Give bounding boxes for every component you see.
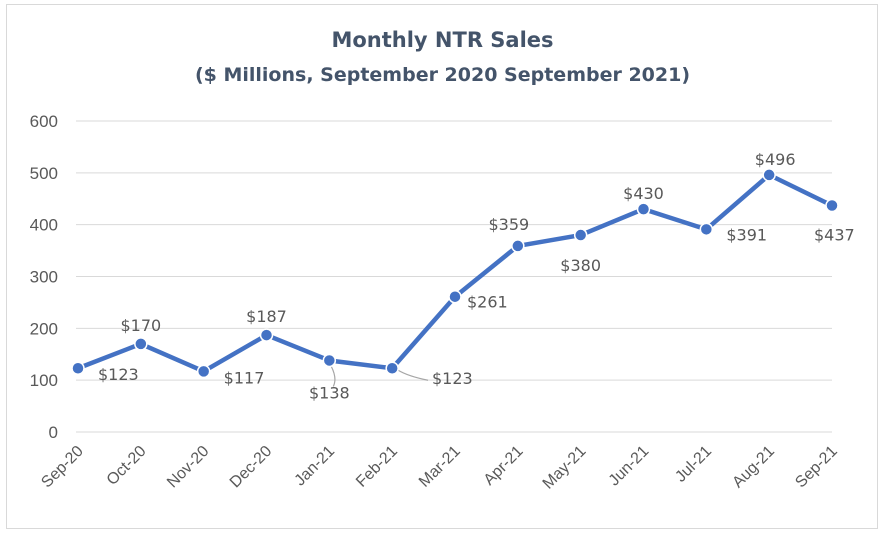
- x-tick-label: Sep-20: [38, 443, 87, 492]
- data-point: [573, 228, 588, 242]
- chart-subtitle: ($ Millions, September 2020 September 20…: [194, 64, 691, 86]
- x-tick-label: Oct-20: [104, 443, 150, 489]
- x-tick-label: May-21: [540, 443, 590, 493]
- data-label: $138: [309, 383, 350, 402]
- chart-frame: [6, 4, 878, 529]
- y-tick-label: 200: [30, 319, 58, 338]
- data-points: [71, 168, 839, 379]
- y-axis-ticks: 0 100 200 300 400 500 600: [30, 112, 58, 442]
- x-tick-label: Apr-21: [481, 443, 527, 489]
- data-point: [699, 222, 714, 237]
- data-point: [71, 361, 85, 375]
- data-label: $187: [246, 307, 287, 326]
- y-tick-label: 0: [49, 423, 58, 442]
- leader-lines: [330, 366, 429, 387]
- data-label: $170: [120, 316, 161, 335]
- data-label: $437: [814, 225, 855, 244]
- series-path: [75, 172, 835, 374]
- y-tick-label: 100: [30, 371, 58, 390]
- x-tick-label: Sep-21: [792, 443, 841, 492]
- chart-title: Monthly NTR Sales: [331, 28, 554, 52]
- x-tick-label: Aug-21: [729, 443, 778, 492]
- data-label: $430: [623, 184, 664, 203]
- x-tick-label: Mar-21: [416, 443, 464, 491]
- leader-line: [397, 369, 429, 381]
- data-point: [322, 353, 337, 368]
- y-tick-label: 600: [30, 112, 58, 131]
- data-point: [385, 361, 399, 375]
- x-tick-label: Nov-20: [164, 443, 213, 492]
- x-tick-label: Jan-21: [292, 443, 339, 490]
- data-label: $123: [432, 369, 473, 388]
- data-label: $391: [726, 225, 767, 244]
- y-tick-label: 400: [30, 216, 58, 235]
- data-labels: $123 $170 $117 $187 $138 $123 $261 $359 $380 $430…: [98, 150, 855, 403]
- data-point: [448, 289, 462, 304]
- data-label: $380: [560, 256, 601, 275]
- data-label: $123: [98, 365, 139, 384]
- x-tick-label: Jul-21: [672, 443, 715, 486]
- data-point: [762, 168, 776, 182]
- data-point: [825, 198, 839, 213]
- x-tick-label: Feb-21: [353, 443, 401, 491]
- data-point: [196, 364, 211, 379]
- y-tick-label: 500: [30, 164, 58, 183]
- x-tick-label: Dec-20: [227, 443, 276, 492]
- y-tick-label: 300: [30, 268, 58, 287]
- data-label: $261: [467, 293, 508, 312]
- x-tick-label: Jun-21: [606, 443, 653, 490]
- data-point: [636, 202, 651, 216]
- data-label: $359: [488, 215, 529, 234]
- data-label: $496: [755, 150, 796, 169]
- series-line: [75, 172, 835, 374]
- data-point: [259, 328, 274, 342]
- x-axis-ticks: Sep-20 Oct-20 Nov-20 Dec-20 Jan-21 Feb-21 Mar-…: [38, 443, 841, 493]
- leader-line: [330, 366, 336, 387]
- data-label: $117: [224, 368, 265, 387]
- data-point: [134, 337, 148, 351]
- data-point: [511, 239, 525, 253]
